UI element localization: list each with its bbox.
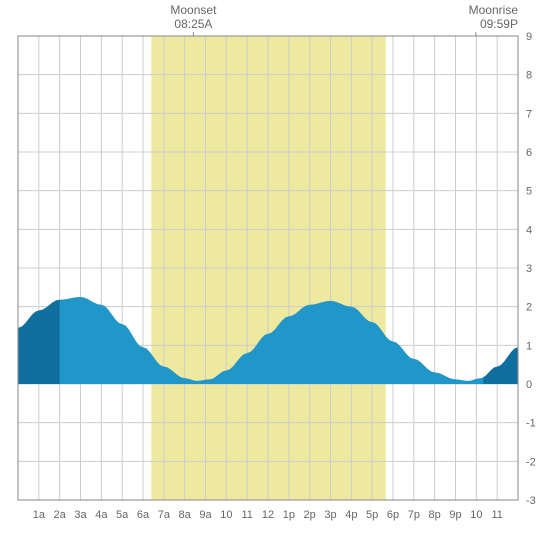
moonset-time: 08:25A	[174, 17, 212, 31]
x-tick-label: 5p	[366, 509, 378, 521]
y-tick-label: 4	[526, 224, 532, 236]
x-tick-label: 7a	[158, 509, 171, 521]
moonrise-title: Moonrise	[469, 3, 519, 17]
y-tick-label: -1	[526, 418, 536, 430]
y-tick-label: 6	[526, 147, 532, 159]
x-tick-label: 12	[262, 509, 274, 521]
x-tick-label: 8p	[429, 509, 441, 521]
y-tick-label: 3	[526, 263, 532, 275]
moonset-title: Moonset	[170, 3, 217, 17]
y-tick-label: 0	[526, 379, 532, 391]
x-tick-label: 10	[470, 509, 482, 521]
x-tick-label: 8a	[179, 509, 192, 521]
x-tick-label: 1p	[283, 509, 295, 521]
y-tick-label: 1	[526, 340, 532, 352]
y-tick-label: 8	[526, 70, 532, 82]
x-tick-label: 5a	[116, 509, 129, 521]
x-tick-label: 3p	[324, 509, 336, 521]
tide-chart: -3-2-101234567891a2a3a4a5a6a7a8a9a101112…	[0, 0, 550, 550]
y-tick-label: -3	[526, 495, 536, 507]
x-tick-label: 1a	[33, 509, 46, 521]
x-tick-label: 6p	[387, 509, 399, 521]
x-tick-label: 9a	[199, 509, 212, 521]
x-tick-label: 7p	[408, 509, 420, 521]
moonrise-time: 09:59P	[480, 17, 518, 31]
x-tick-label: 2a	[54, 509, 67, 521]
chart-svg: -3-2-101234567891a2a3a4a5a6a7a8a9a101112…	[0, 0, 550, 550]
x-tick-label: 2p	[304, 509, 316, 521]
x-tick-label: 11	[241, 509, 252, 521]
y-tick-label: -2	[526, 456, 536, 468]
y-tick-label: 9	[526, 31, 532, 43]
x-tick-label: 3a	[74, 509, 87, 521]
y-tick-label: 5	[526, 186, 532, 198]
x-tick-label: 6a	[137, 509, 150, 521]
x-tick-label: 4a	[95, 509, 108, 521]
y-tick-label: 7	[526, 108, 532, 120]
x-tick-label: 4p	[345, 509, 357, 521]
x-tick-label: 10	[220, 509, 232, 521]
y-tick-label: 2	[526, 302, 532, 314]
x-tick-label: 11	[491, 509, 502, 521]
x-tick-label: 9p	[449, 509, 461, 521]
